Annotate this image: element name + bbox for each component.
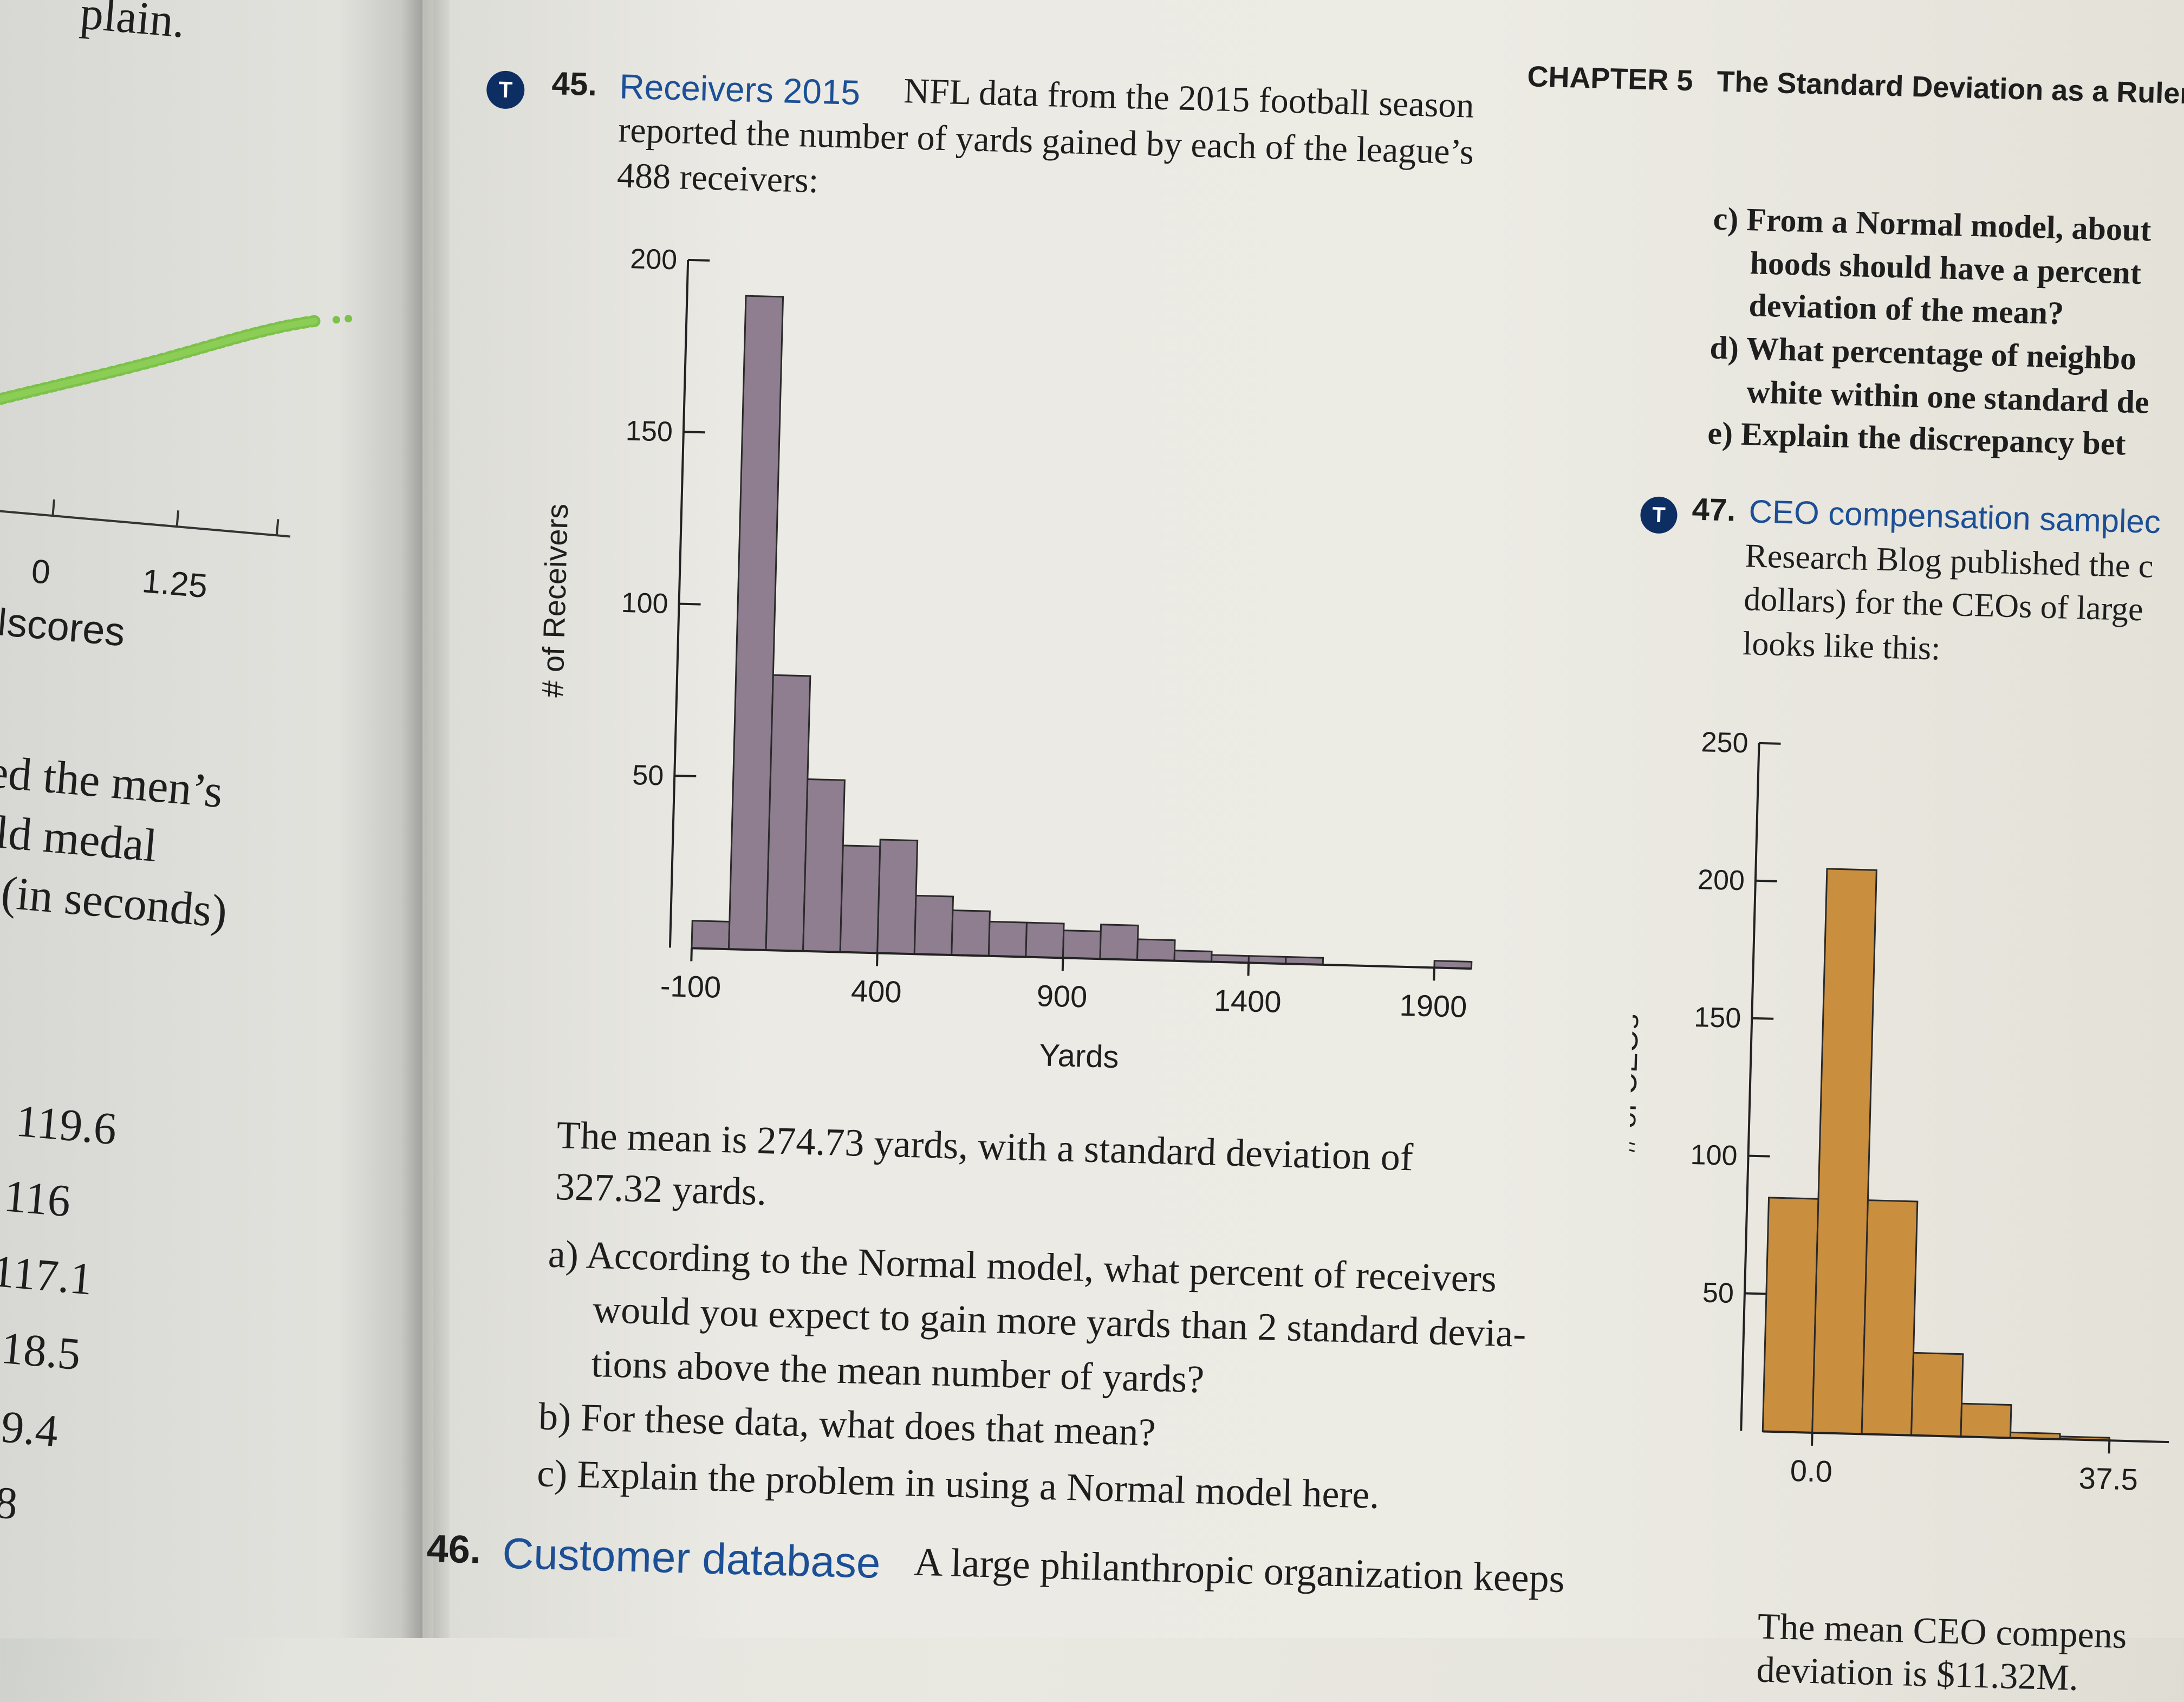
ex46-right-line-2: hoods should have a percent: [1749, 245, 2142, 291]
receivers-bar: [1062, 930, 1102, 960]
ex47-t-badge-text: T: [1652, 503, 1666, 527]
ex47-line-2: dollars) for the CEOs of large: [1743, 581, 2144, 628]
ceo-y-tick: [1759, 742, 1781, 745]
receivers-x-tick-label: 900: [1036, 978, 1088, 1014]
ex46-right-line-1: c) From a Normal model, about: [1712, 200, 2152, 248]
ceo-y-tick-label: 150: [1694, 1002, 1741, 1034]
receivers-x-axis-label: Yards: [1039, 1037, 1120, 1075]
ceo-y-tick: [1748, 1154, 1770, 1158]
ceo-y-tick-label: 50: [1702, 1277, 1734, 1309]
ex45-t-badge-text: T: [498, 76, 513, 103]
receivers-y-tick-label: 150: [625, 415, 673, 447]
ex46-right-line-5: white within one standard de: [1746, 374, 2150, 420]
ex45-after-2: 327.32 yards.: [555, 1165, 768, 1214]
receivers-y-tick-label: 50: [632, 759, 664, 791]
ex46-number: 46.: [426, 1527, 482, 1572]
left-text-line-2: gold medal: [0, 801, 159, 872]
left-nscore-plot: [0, 315, 353, 416]
ex46-right-line-6: e) Explain the discrepancy bet: [1707, 415, 2127, 462]
left-value-5: 19.4: [0, 1399, 61, 1457]
ex47-after-2: deviation is $11.32M.: [1756, 1648, 2079, 1698]
receivers-y-tick: [679, 602, 701, 606]
chapter-label: CHAPTER 5: [1526, 60, 1694, 98]
receivers-x-tick-label: 1400: [1213, 983, 1282, 1019]
left-page: [0, 0, 422, 1638]
receivers-y-tick-label: 200: [630, 243, 678, 276]
ceo-bar: [1960, 1402, 2012, 1439]
right-page-content: CHAPTER 5 The Standard Deviation as a Ru…: [426, 54, 2184, 1698]
ex45-title: Receivers 2015: [619, 67, 861, 113]
ex46-title: Customer database: [502, 1529, 881, 1587]
ex46-right-line-3: deviation of the mean?: [1748, 287, 2064, 332]
ex46-text: A large philanthropic organization keeps: [913, 1539, 1565, 1602]
receivers-y-axis: [668, 259, 690, 948]
receivers-bar: [839, 844, 881, 954]
receivers-bar: [691, 920, 731, 950]
receivers-x-tick-label: 400: [850, 973, 902, 1009]
receivers-histogram: 50 100 150 200 -100 400 900 1400 1900 Yards # of R…: [535, 243, 1473, 1075]
receivers-y-axis-label: # of Receivers: [535, 503, 574, 698]
ex47-t-badge: T: [1640, 496, 1678, 534]
receivers-bar: [876, 839, 919, 955]
left-axis-label: Nscores: [0, 597, 127, 655]
ceo-y-axis: [1740, 743, 1760, 1431]
page-gutter-shadow: [401, 0, 450, 1638]
ceo-x-axis: [1763, 1430, 2169, 1444]
ex47-line-1: Research Blog published the c: [1744, 537, 2154, 585]
ceo-y-tick-label: 100: [1690, 1139, 1738, 1172]
receivers-bar: [802, 778, 846, 953]
ex45-qa-3: tions above the mean number of yards?: [590, 1341, 1205, 1401]
ceo-bar: [1861, 1199, 1919, 1437]
ex47-number: 47.: [1691, 491, 1737, 528]
ex47-line-3: looks like this:: [1742, 625, 1941, 667]
ex46-right-line-4: d) What percentage of neighbo: [1709, 329, 2137, 376]
receivers-x-tick: [690, 948, 693, 962]
ceo-y-tick-label: 200: [1697, 864, 1745, 897]
left-top-fragment: plain.: [78, 0, 187, 48]
ceo-x-tick-label: 0.0: [1790, 1453, 1832, 1489]
left-value-6: 18: [0, 1475, 20, 1530]
ex45-t-badge: T: [486, 70, 525, 109]
ceo-y-tick-label: 250: [1701, 726, 1748, 759]
receivers-bar: [987, 920, 1028, 958]
ex45-number: 45.: [551, 65, 597, 103]
left-tick-1: 1.25: [140, 562, 209, 606]
left-tick-0: 0: [30, 553, 52, 592]
left-value-2: 116: [2, 1171, 73, 1227]
left-value-4: 118.5: [0, 1321, 83, 1380]
ceo-y-axis-label: # of CEOs: [1618, 1014, 1645, 1154]
ceo-bar: [1761, 1197, 1819, 1434]
left-page-content: plain. 0 1.25 Nscores eted the men’s gol…: [0, 0, 421, 1668]
left-text-line-3: nes (in seconds): [0, 860, 230, 938]
ceo-histogram: 50 100 150 200 250 0.0 37.5 # of CEOs: [1618, 726, 2169, 1497]
receivers-y-tick-label: 100: [621, 587, 668, 620]
receivers-y-tick: [688, 258, 710, 262]
ceo-x-tick: [2108, 1440, 2111, 1454]
receivers-x-tick-label: -100: [660, 969, 722, 1004]
receivers-x-axis: [691, 947, 1472, 970]
ex45-intro-3: 488 receivers:: [616, 155, 820, 201]
left-value-3: 117.1: [0, 1245, 95, 1305]
ceo-y-tick: [1752, 1017, 1774, 1020]
receivers-bar: [1136, 938, 1176, 962]
receivers-bar: [913, 894, 954, 956]
ceo-bar: [1910, 1352, 1964, 1438]
receivers-x-tick-label: 1900: [1399, 988, 1467, 1024]
receivers-bar: [1025, 921, 1065, 959]
receivers-bar: [951, 909, 991, 957]
left-nscore-axis: [0, 499, 290, 538]
ceo-x-tick-label: 37.5: [2078, 1461, 2138, 1497]
ex45-qb: b) For these data, what does that mean?: [538, 1394, 1156, 1454]
ex47-title: CEO compensation samplec: [1748, 493, 2161, 541]
left-text-line-1: eted the men’s: [0, 742, 225, 818]
ex45-qc: c) Explain the problem in using a Normal…: [536, 1451, 1380, 1517]
ex45-intro-1: NFL data from the 2015 football season: [903, 71, 1475, 126]
receivers-bar: [1099, 924, 1139, 961]
left-value-1: 119.6: [14, 1095, 119, 1155]
